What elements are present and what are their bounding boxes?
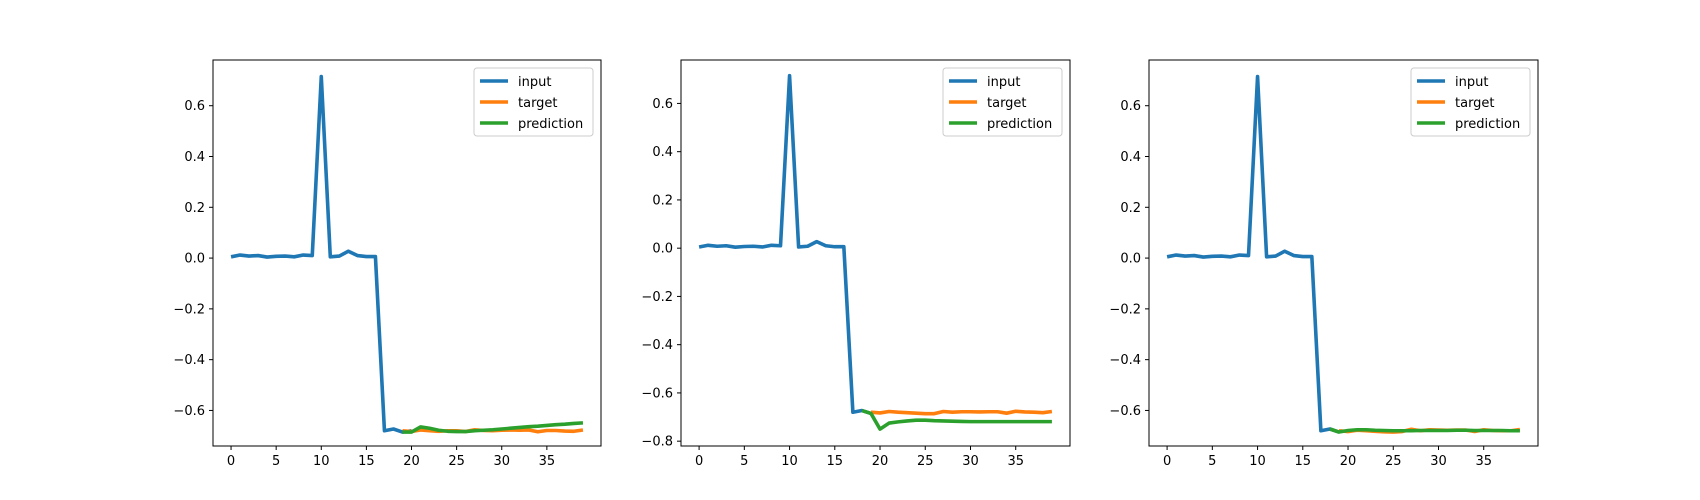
legend-label-prediction: prediction xyxy=(518,117,583,132)
y-tick-label: −0.8 xyxy=(641,435,673,450)
axes-frame xyxy=(212,59,602,447)
series-line-prediction xyxy=(1329,427,1520,434)
chart-panel-3: 0 5 10 15 20 25 30 35 −0.6 −0.4 −0.2 0.0 0.2 0.4 0.6 in… xyxy=(1109,59,1539,469)
x-tick-label: 10 xyxy=(1249,454,1266,469)
axes-frame xyxy=(680,59,1071,447)
legend: input target prediction xyxy=(473,67,594,137)
y-tick-label: 0.4 xyxy=(1120,150,1141,165)
y-tick-label: −0.2 xyxy=(1109,302,1141,317)
y-tick-label: 0.4 xyxy=(652,145,673,160)
y-tick-label: −0.2 xyxy=(641,290,673,305)
y-tick-label: 0.6 xyxy=(1120,99,1141,114)
y-tick-label: 0.0 xyxy=(184,252,205,267)
y-tick-label: 0.2 xyxy=(184,201,205,216)
y-tick-label: 0.0 xyxy=(1120,252,1141,267)
legend-label-input: input xyxy=(987,75,1020,90)
x-tick-label: 35 xyxy=(1475,454,1492,469)
chart-panel-2: 0 5 10 15 20 25 30 35 −0.8 −0.6 −0.4 −0.2 0.0 0.2 0.4 0… xyxy=(641,59,1071,469)
legend: input target prediction xyxy=(1410,67,1531,137)
x-tick-label: 0 xyxy=(227,454,235,469)
legend-label-target: target xyxy=(1455,96,1495,111)
series-line-prediction xyxy=(861,408,1052,431)
legend-box xyxy=(942,67,1063,137)
x-tick-label: 5 xyxy=(272,454,280,469)
x-tick-label: 15 xyxy=(827,454,844,469)
legend-label-input: input xyxy=(518,75,551,90)
y-tick-label: 0.0 xyxy=(652,242,673,257)
x-tick-label: 5 xyxy=(1208,454,1216,469)
y-tick-label: −0.4 xyxy=(641,338,673,353)
y-tick-label: −0.4 xyxy=(173,353,205,368)
series-line-input xyxy=(230,74,412,434)
legend-label-prediction: prediction xyxy=(987,117,1052,132)
x-tick-label: 20 xyxy=(872,454,889,469)
axes-frame xyxy=(1148,59,1539,447)
y-tick-label: 0.2 xyxy=(1120,201,1141,216)
x-tick-label: 0 xyxy=(695,454,703,469)
x-tick-label: 15 xyxy=(1295,454,1312,469)
legend-label-target: target xyxy=(987,96,1027,111)
x-tick-label: 5 xyxy=(740,454,748,469)
series-line-input xyxy=(698,73,872,416)
x-tick-label: 10 xyxy=(313,454,330,469)
x-tick-label: 25 xyxy=(1385,454,1402,469)
chart-panel-1: 0 5 10 15 20 25 30 35 −0.6 −0.4 −0.2 0.0 0.2 0.4 0.6 in… xyxy=(173,59,602,469)
y-tick-label: −0.6 xyxy=(1109,404,1141,419)
x-tick-label: 35 xyxy=(539,454,556,469)
x-tick-label: 35 xyxy=(1007,454,1024,469)
x-tick-label: 30 xyxy=(493,454,510,469)
legend-box xyxy=(473,67,594,137)
x-tick-label: 20 xyxy=(1340,454,1357,469)
legend-label-input: input xyxy=(1455,75,1488,90)
series-line-target xyxy=(870,409,1053,416)
legend-label-target: target xyxy=(518,96,558,111)
legend-box xyxy=(1410,67,1531,137)
x-tick-label: 30 xyxy=(962,454,979,469)
x-tick-label: 20 xyxy=(403,454,420,469)
legend: input target prediction xyxy=(942,67,1063,137)
x-tick-label: 10 xyxy=(781,454,798,469)
y-tick-label: 0.4 xyxy=(184,150,205,165)
x-tick-label: 25 xyxy=(917,454,934,469)
x-tick-label: 25 xyxy=(448,454,465,469)
y-tick-label: −0.6 xyxy=(641,386,673,401)
y-tick-label: −0.4 xyxy=(1109,353,1141,368)
y-tick-label: 0.6 xyxy=(652,97,673,112)
y-tick-label: −0.2 xyxy=(173,302,205,317)
y-tick-label: 0.2 xyxy=(652,193,673,208)
series-line-input xyxy=(1166,74,1340,434)
legend-label-prediction: prediction xyxy=(1455,117,1520,132)
y-tick-label: −0.6 xyxy=(173,404,205,419)
x-tick-label: 15 xyxy=(358,454,375,469)
y-tick-label: 0.6 xyxy=(184,99,205,114)
series-line-prediction xyxy=(402,421,584,434)
x-tick-label: 30 xyxy=(1430,454,1447,469)
x-tick-label: 0 xyxy=(1163,454,1171,469)
